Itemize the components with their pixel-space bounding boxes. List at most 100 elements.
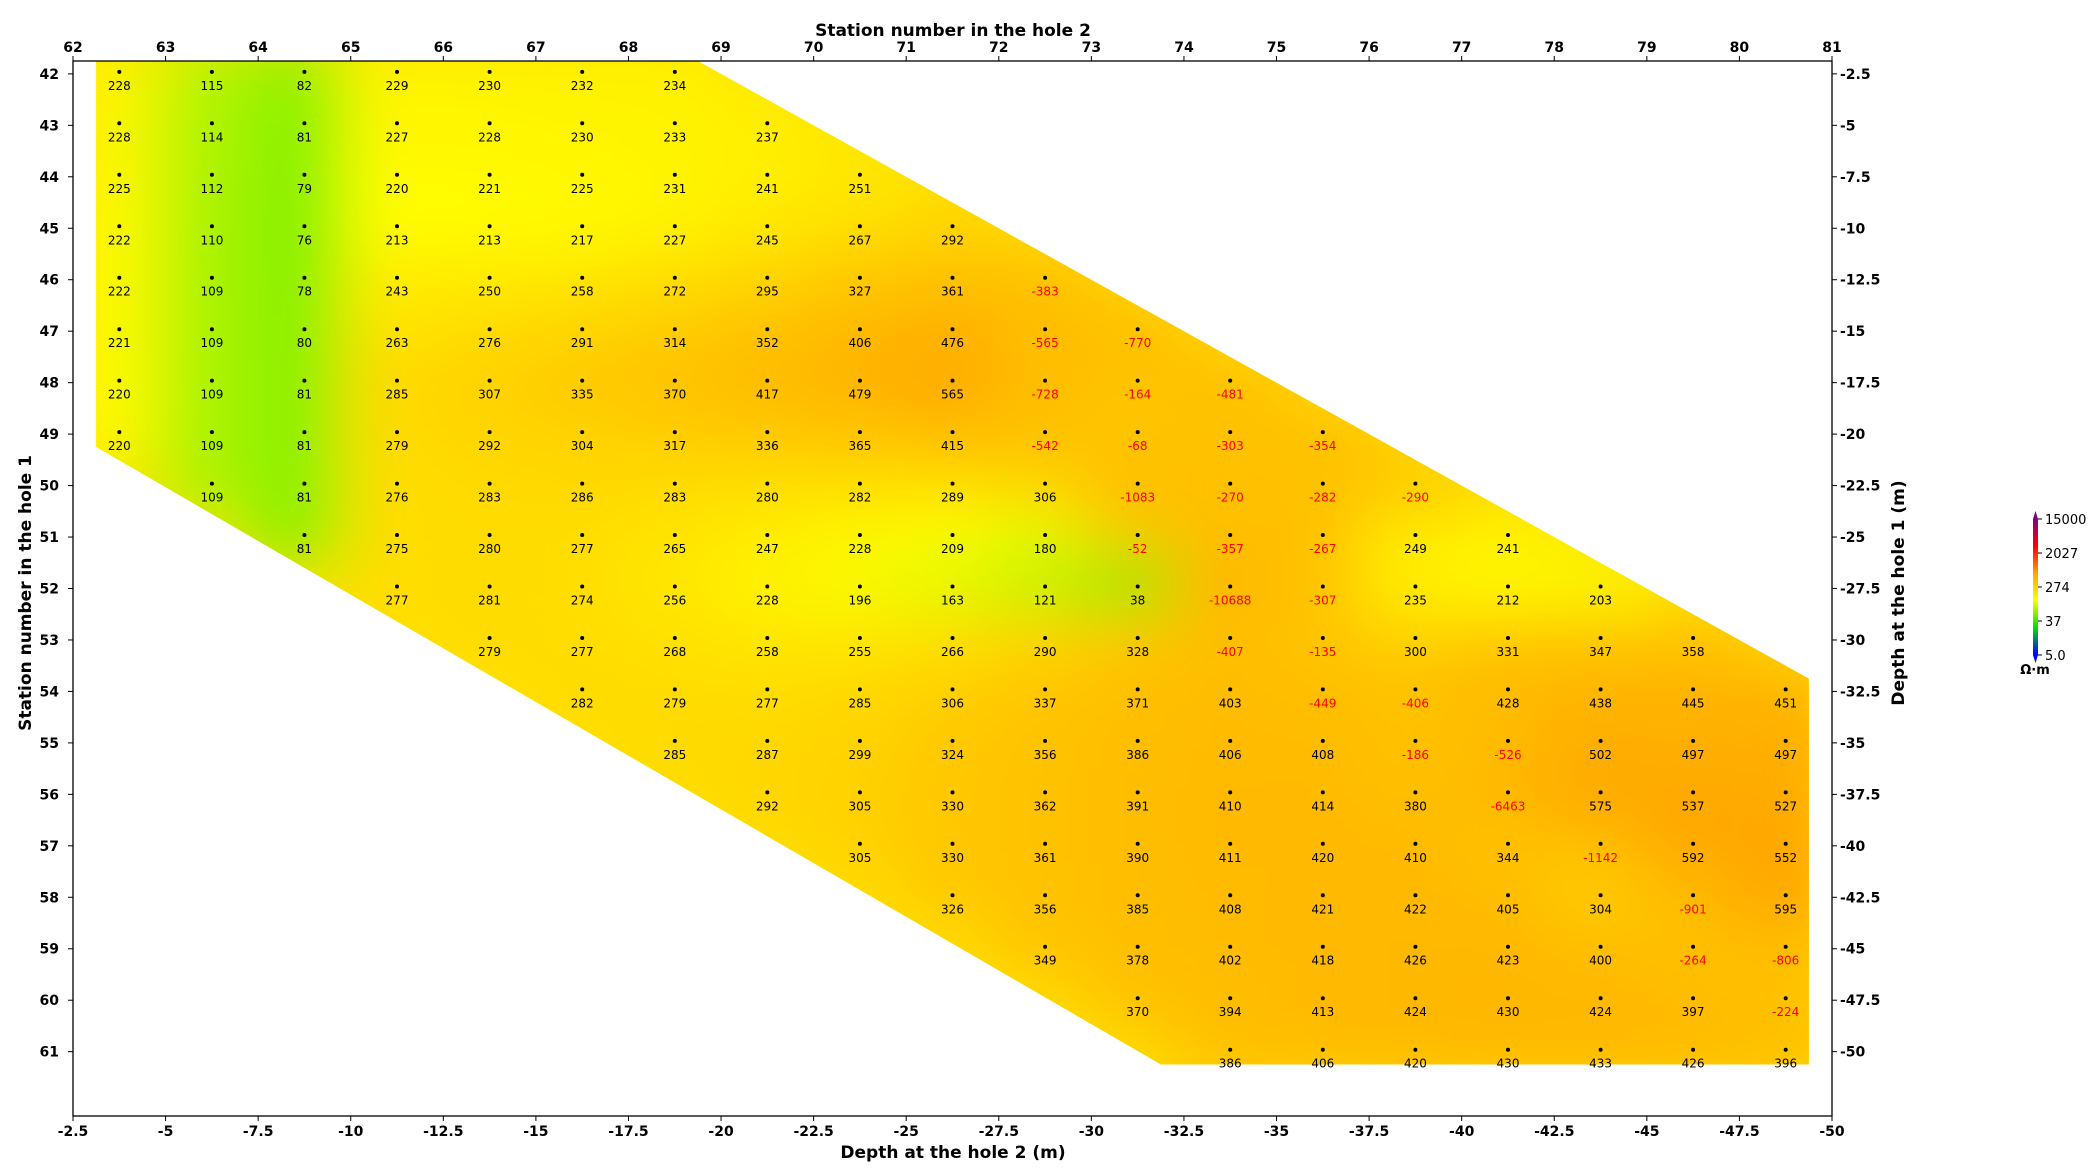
value-label: -1142 bbox=[1583, 851, 1618, 865]
value-label: 406 bbox=[848, 336, 871, 350]
value-label: -449 bbox=[1309, 696, 1336, 710]
value-label: 163 bbox=[941, 594, 964, 608]
measurement-point bbox=[302, 121, 307, 126]
value-label: 227 bbox=[663, 233, 686, 247]
value-label: 410 bbox=[1404, 851, 1427, 865]
value-label: 326 bbox=[941, 902, 964, 916]
measurement-point bbox=[1228, 738, 1233, 743]
colorbar-tick-label: 274 bbox=[2045, 581, 2070, 596]
measurement-point bbox=[1320, 790, 1325, 795]
y-tick-label: 44 bbox=[40, 170, 60, 186]
y-tick-label: 55 bbox=[40, 736, 59, 752]
y2-tick-label: -50 bbox=[1840, 1045, 1866, 1061]
x2-tick-label: 62 bbox=[63, 40, 82, 56]
measurement-point bbox=[1691, 790, 1696, 795]
y2-axis-title: Depth at the hole 1 (m) bbox=[1889, 480, 1909, 705]
y2-tick-label: -2.5 bbox=[1840, 67, 1871, 83]
x-tick-label: -27.5 bbox=[979, 1124, 1019, 1140]
field-cell bbox=[1174, 1020, 1286, 1065]
field-cell bbox=[1359, 1020, 1471, 1065]
y-tick-label: 42 bbox=[40, 67, 59, 83]
measurement-point bbox=[487, 481, 492, 486]
value-label: 38 bbox=[1130, 594, 1145, 608]
y-tick-label: 53 bbox=[40, 633, 59, 649]
value-label: 405 bbox=[1497, 902, 1520, 916]
y-tick-label: 61 bbox=[40, 1045, 59, 1061]
value-label: 279 bbox=[386, 439, 409, 453]
measurement-point bbox=[1228, 584, 1233, 589]
measurement-point bbox=[1783, 1047, 1788, 1052]
value-label: 277 bbox=[571, 542, 594, 556]
measurement-point bbox=[1598, 790, 1603, 795]
value-label: 213 bbox=[386, 233, 409, 247]
value-label: 81 bbox=[297, 388, 312, 402]
value-label: 335 bbox=[571, 388, 594, 402]
measurement-point bbox=[580, 378, 585, 383]
value-label: 228 bbox=[108, 79, 131, 93]
value-label: 358 bbox=[1682, 645, 1705, 659]
value-label: 227 bbox=[386, 130, 409, 144]
value-label: 286 bbox=[571, 491, 594, 505]
value-label: 337 bbox=[1034, 696, 1057, 710]
value-label: -1083 bbox=[1120, 491, 1155, 505]
measurement-point bbox=[950, 584, 955, 589]
measurement-point bbox=[1598, 1047, 1603, 1052]
measurement-point bbox=[1320, 636, 1325, 640]
value-label: 80 bbox=[297, 336, 312, 350]
value-label: -282 bbox=[1309, 491, 1336, 505]
measurement-point bbox=[580, 121, 585, 126]
measurement-point bbox=[395, 172, 399, 177]
x-tick-label: -50 bbox=[1819, 1124, 1845, 1140]
value-label: 241 bbox=[756, 182, 779, 196]
value-label: 330 bbox=[941, 799, 964, 813]
value-label: 258 bbox=[756, 645, 779, 659]
value-label: 331 bbox=[1497, 645, 1520, 659]
value-label: 255 bbox=[848, 645, 871, 659]
measurement-point bbox=[209, 430, 214, 435]
measurement-point bbox=[117, 430, 122, 435]
measurement-point bbox=[1135, 738, 1140, 743]
value-label: -565 bbox=[1031, 336, 1058, 350]
value-label: 180 bbox=[1034, 542, 1057, 556]
value-label: 344 bbox=[1497, 851, 1520, 865]
value-label: 349 bbox=[1034, 954, 1057, 968]
y-tick-label: 49 bbox=[40, 427, 59, 443]
x2-axis-title: Station number in the hole 2 bbox=[815, 21, 1091, 41]
value-label: 228 bbox=[478, 130, 501, 144]
measurement-point bbox=[765, 584, 770, 589]
x2-tick-label: 74 bbox=[1174, 40, 1194, 56]
value-label: 277 bbox=[386, 594, 409, 608]
measurement-point bbox=[1043, 275, 1048, 280]
measurement-point bbox=[672, 533, 677, 537]
value-label: 370 bbox=[1126, 1005, 1149, 1019]
y-tick-label: 56 bbox=[40, 787, 59, 803]
value-label: 390 bbox=[1126, 851, 1149, 865]
y2-tick-label: -10 bbox=[1840, 221, 1866, 237]
measurement-point bbox=[1413, 687, 1418, 692]
measurement-point bbox=[765, 738, 770, 743]
measurement-point bbox=[1043, 378, 1048, 383]
measurement-point bbox=[857, 275, 862, 280]
measurement-point bbox=[487, 172, 492, 177]
measurement-point bbox=[1598, 996, 1603, 1001]
value-label: 400 bbox=[1589, 954, 1612, 968]
value-label: 110 bbox=[200, 233, 223, 247]
value-label: 282 bbox=[848, 491, 871, 505]
value-label: 306 bbox=[1034, 491, 1057, 505]
value-label: 394 bbox=[1219, 1005, 1242, 1019]
y-tick-label: 58 bbox=[40, 890, 59, 906]
value-label: 285 bbox=[663, 748, 686, 762]
measurement-point bbox=[395, 121, 399, 126]
measurement-point bbox=[1043, 636, 1048, 640]
colorbar-top-extend bbox=[2033, 511, 2038, 519]
measurement-point bbox=[1506, 584, 1510, 589]
measurement-point bbox=[1598, 636, 1603, 640]
value-label: 414 bbox=[1311, 799, 1334, 813]
value-label: 267 bbox=[848, 233, 871, 247]
value-label: 256 bbox=[663, 594, 686, 608]
field-cell bbox=[989, 917, 1101, 980]
x-axis-title: Depth at the hole 2 (m) bbox=[840, 1143, 1065, 1163]
x2-tick-label: 73 bbox=[1082, 40, 1101, 56]
field-cell bbox=[1637, 1020, 1749, 1065]
measurement-point bbox=[1228, 378, 1233, 383]
